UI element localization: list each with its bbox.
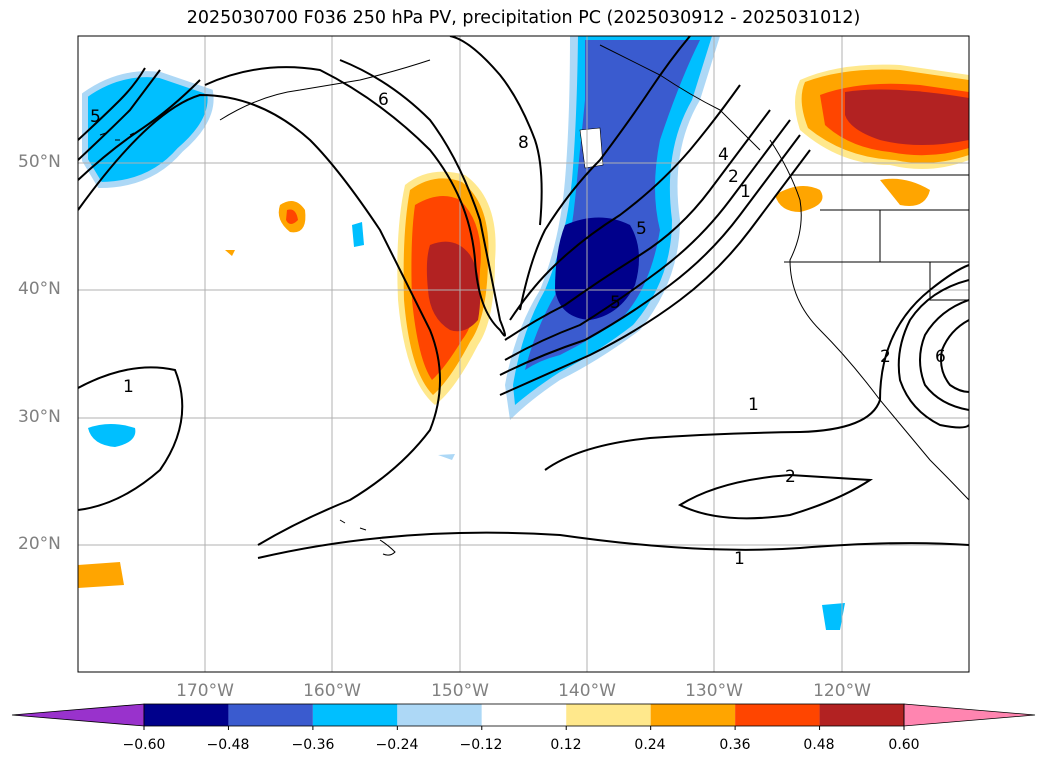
contour-label: 2 [728,167,739,187]
contour-label: 1 [734,549,745,569]
colorbar-extend-max [903,703,1036,727]
contour-label: 5 [90,107,101,127]
colorbar-cell [312,704,398,726]
colorbar-cells [11,703,1036,730]
lon-label-160w: 160°W [303,681,361,701]
colorbar-cell [735,704,820,726]
colorbar-tick: −0.24 [375,737,419,753]
colorbar-tick: 0.48 [803,737,835,753]
graticule [78,36,969,672]
lon-label-170w: 170°W [176,681,234,701]
contour-label: 1 [748,395,759,415]
colorbar-cell [566,704,651,726]
map-title: 2025030700 F036 250 hPa PV, precipitatio… [186,8,861,28]
lat-label-40n: 40°N [18,279,61,299]
contour-label: 5 [636,219,647,239]
colorbar-cell [144,704,229,726]
colorbar-tick: 0.24 [634,737,666,753]
colorbar-tick: 0.36 [719,737,751,753]
pv-contours [78,36,969,559]
colorbar-cell [650,704,736,726]
contour-label: 1 [740,182,751,202]
colorbar-extend-min [11,703,145,727]
map-frame [77,35,970,673]
colorbar-cell [819,704,904,726]
colorbar-tick: 0.12 [550,737,582,753]
lon-label-140w: 140°W [558,681,616,701]
colorbar-frame [143,703,905,727]
colorbar-tick: −0.36 [291,737,335,753]
colorbar-tick: −0.48 [206,737,250,753]
colorbar-tick: 0.60 [888,737,920,753]
lat-label-30n: 30°N [18,407,61,427]
contour-label: 4 [718,145,729,165]
contour-label: 8 [518,133,529,153]
precip-shading [78,36,969,630]
lat-label-50n: 50°N [18,152,61,172]
colorbar-cell [397,704,482,726]
lon-label-150w: 150°W [431,681,489,701]
contour-label: 5 [610,293,621,313]
colorbar-tick: −0.60 [122,737,166,753]
colorbar-cell [228,704,313,726]
pv-contour-labels: 1 1 2 5 6 8 2 1 4 5 5 2 6 1 [90,90,946,569]
lon-label-130w: 130°W [685,681,743,701]
colorbar-cell [481,704,567,726]
lon-label-120w: 120°W [813,681,871,701]
contour-label: 2 [880,347,891,367]
contour-label: 2 [785,467,796,487]
negative-anomaly-nw [85,74,211,185]
colorbar-tick: −0.12 [459,737,503,753]
contour-label: 6 [935,347,946,367]
contour-label: 1 [123,377,134,397]
contour-label: 6 [378,90,389,110]
coastlines [99,44,969,556]
map-canvas: 1 1 2 5 6 8 2 1 4 5 5 2 6 1 [77,35,970,673]
lat-label-20n: 20°N [18,534,61,554]
